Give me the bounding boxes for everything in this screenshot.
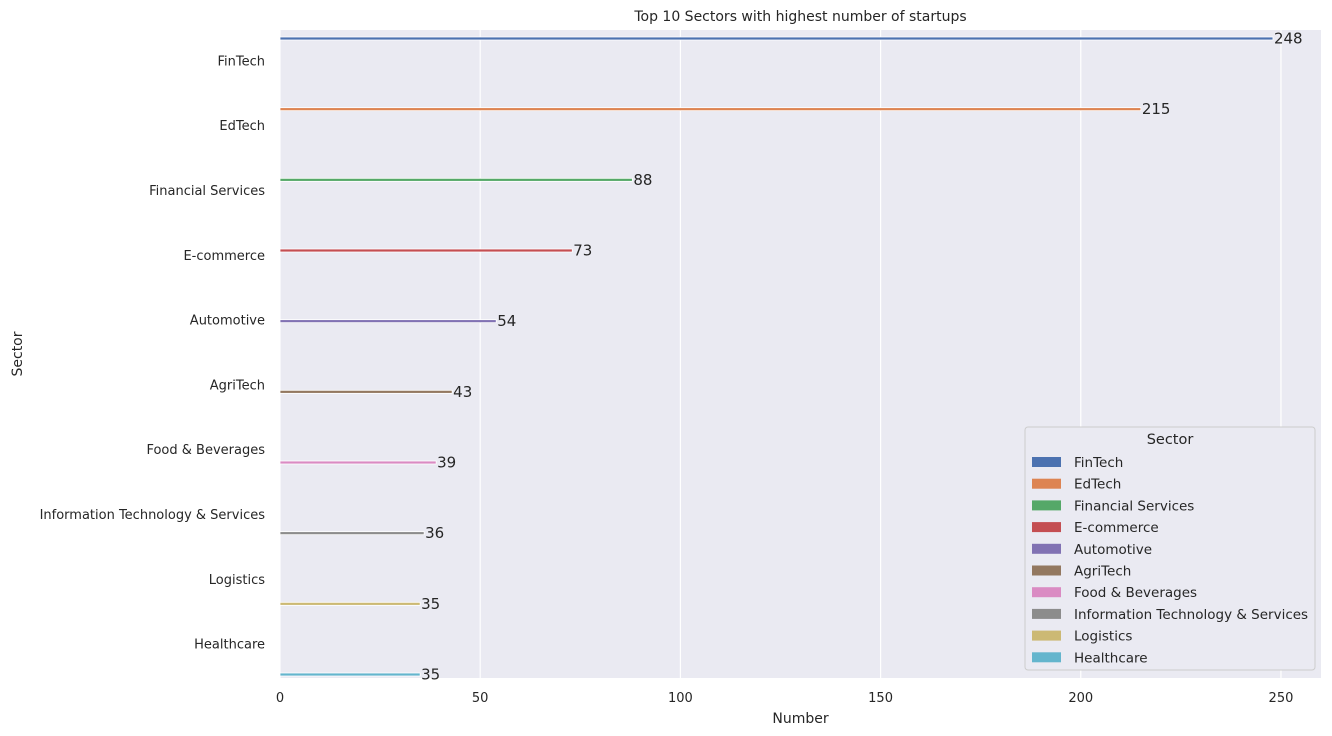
data-label: 88 — [633, 171, 652, 189]
legend-swatch — [1032, 587, 1061, 598]
legend-label: Logistics — [1074, 629, 1132, 645]
data-label: 248 — [1274, 30, 1303, 48]
y-tick-label: E-commerce — [183, 249, 265, 264]
legend: Sector FinTech EdTech Financial Services E-… — [1024, 426, 1316, 671]
x-tick-label: 100 — [668, 691, 693, 706]
bar — [279, 248, 573, 253]
bar — [279, 107, 1142, 112]
y-tick-label: EdTech — [219, 119, 265, 134]
legend-label: AgriTech — [1074, 564, 1131, 580]
bars — [279, 36, 1274, 677]
y-tick-label: Information Technology & Services — [40, 508, 266, 523]
legend-swatch — [1032, 522, 1061, 533]
y-tick-label: Healthcare — [194, 638, 265, 653]
y-tick-label: Food & Beverages — [146, 443, 265, 458]
y-tick-label: AgriTech — [210, 378, 265, 393]
legend-label: Food & Beverages — [1074, 585, 1197, 601]
legend-title: Sector — [1147, 432, 1194, 448]
legend-label: EdTech — [1074, 477, 1121, 493]
legend-label: E-commerce — [1074, 520, 1159, 536]
x-tick-labels: 0 50 100 150 200 250 — [276, 691, 1294, 706]
x-tick-label: 250 — [1269, 691, 1294, 706]
legend-swatch — [1032, 543, 1061, 554]
x-tick-label: 150 — [868, 691, 893, 706]
data-label: 215 — [1142, 100, 1171, 118]
data-label: 35 — [421, 666, 440, 684]
legend-swatch — [1032, 608, 1061, 619]
y-tick-labels: FinTech EdTech Financial Services E-commerc… — [40, 54, 266, 652]
bar — [279, 36, 1274, 41]
bar — [279, 531, 425, 536]
legend-swatch — [1032, 500, 1061, 511]
legend-label: Healthcare — [1074, 650, 1148, 666]
bar — [279, 319, 497, 324]
data-label: 35 — [421, 595, 440, 613]
x-axis-label: Number — [772, 711, 828, 727]
legend-box — [1024, 426, 1316, 671]
x-tick-label: 0 — [276, 691, 284, 706]
legend-swatch — [1032, 478, 1061, 489]
legend-label: FinTech — [1074, 455, 1123, 471]
y-tick-label: Logistics — [209, 573, 265, 588]
legend-swatch — [1032, 457, 1061, 467]
y-tick-label: Automotive — [190, 314, 265, 329]
data-label: 43 — [453, 383, 472, 401]
data-label: 54 — [497, 312, 516, 330]
bar — [279, 177, 633, 182]
legend-swatch — [1032, 652, 1061, 663]
y-axis-label: Sector — [10, 331, 26, 376]
bar — [279, 389, 453, 394]
x-tick-label: 50 — [472, 691, 489, 706]
y-tick-label: FinTech — [218, 54, 266, 69]
data-label: 73 — [573, 242, 592, 260]
x-tick-label: 200 — [1068, 691, 1093, 706]
legend-items: FinTech EdTech Financial Services E-commerc… — [1032, 455, 1308, 666]
bar — [279, 460, 437, 465]
legend-label: Information Technology & Services — [1074, 607, 1308, 623]
bar — [279, 672, 421, 677]
data-label: 36 — [425, 524, 444, 542]
data-label: 39 — [437, 454, 456, 472]
legend-swatch — [1032, 565, 1061, 576]
data-labels: 248 215 88 73 54 43 39 36 35 35 — [421, 30, 1302, 684]
bar — [279, 601, 421, 606]
legend-swatch — [1032, 630, 1061, 641]
legend-label: Automotive — [1074, 542, 1152, 558]
y-tick-label: Financial Services — [149, 184, 265, 199]
chart-title: Top 10 Sectors with highest number of st… — [633, 9, 966, 25]
legend-label: Financial Services — [1074, 498, 1194, 514]
